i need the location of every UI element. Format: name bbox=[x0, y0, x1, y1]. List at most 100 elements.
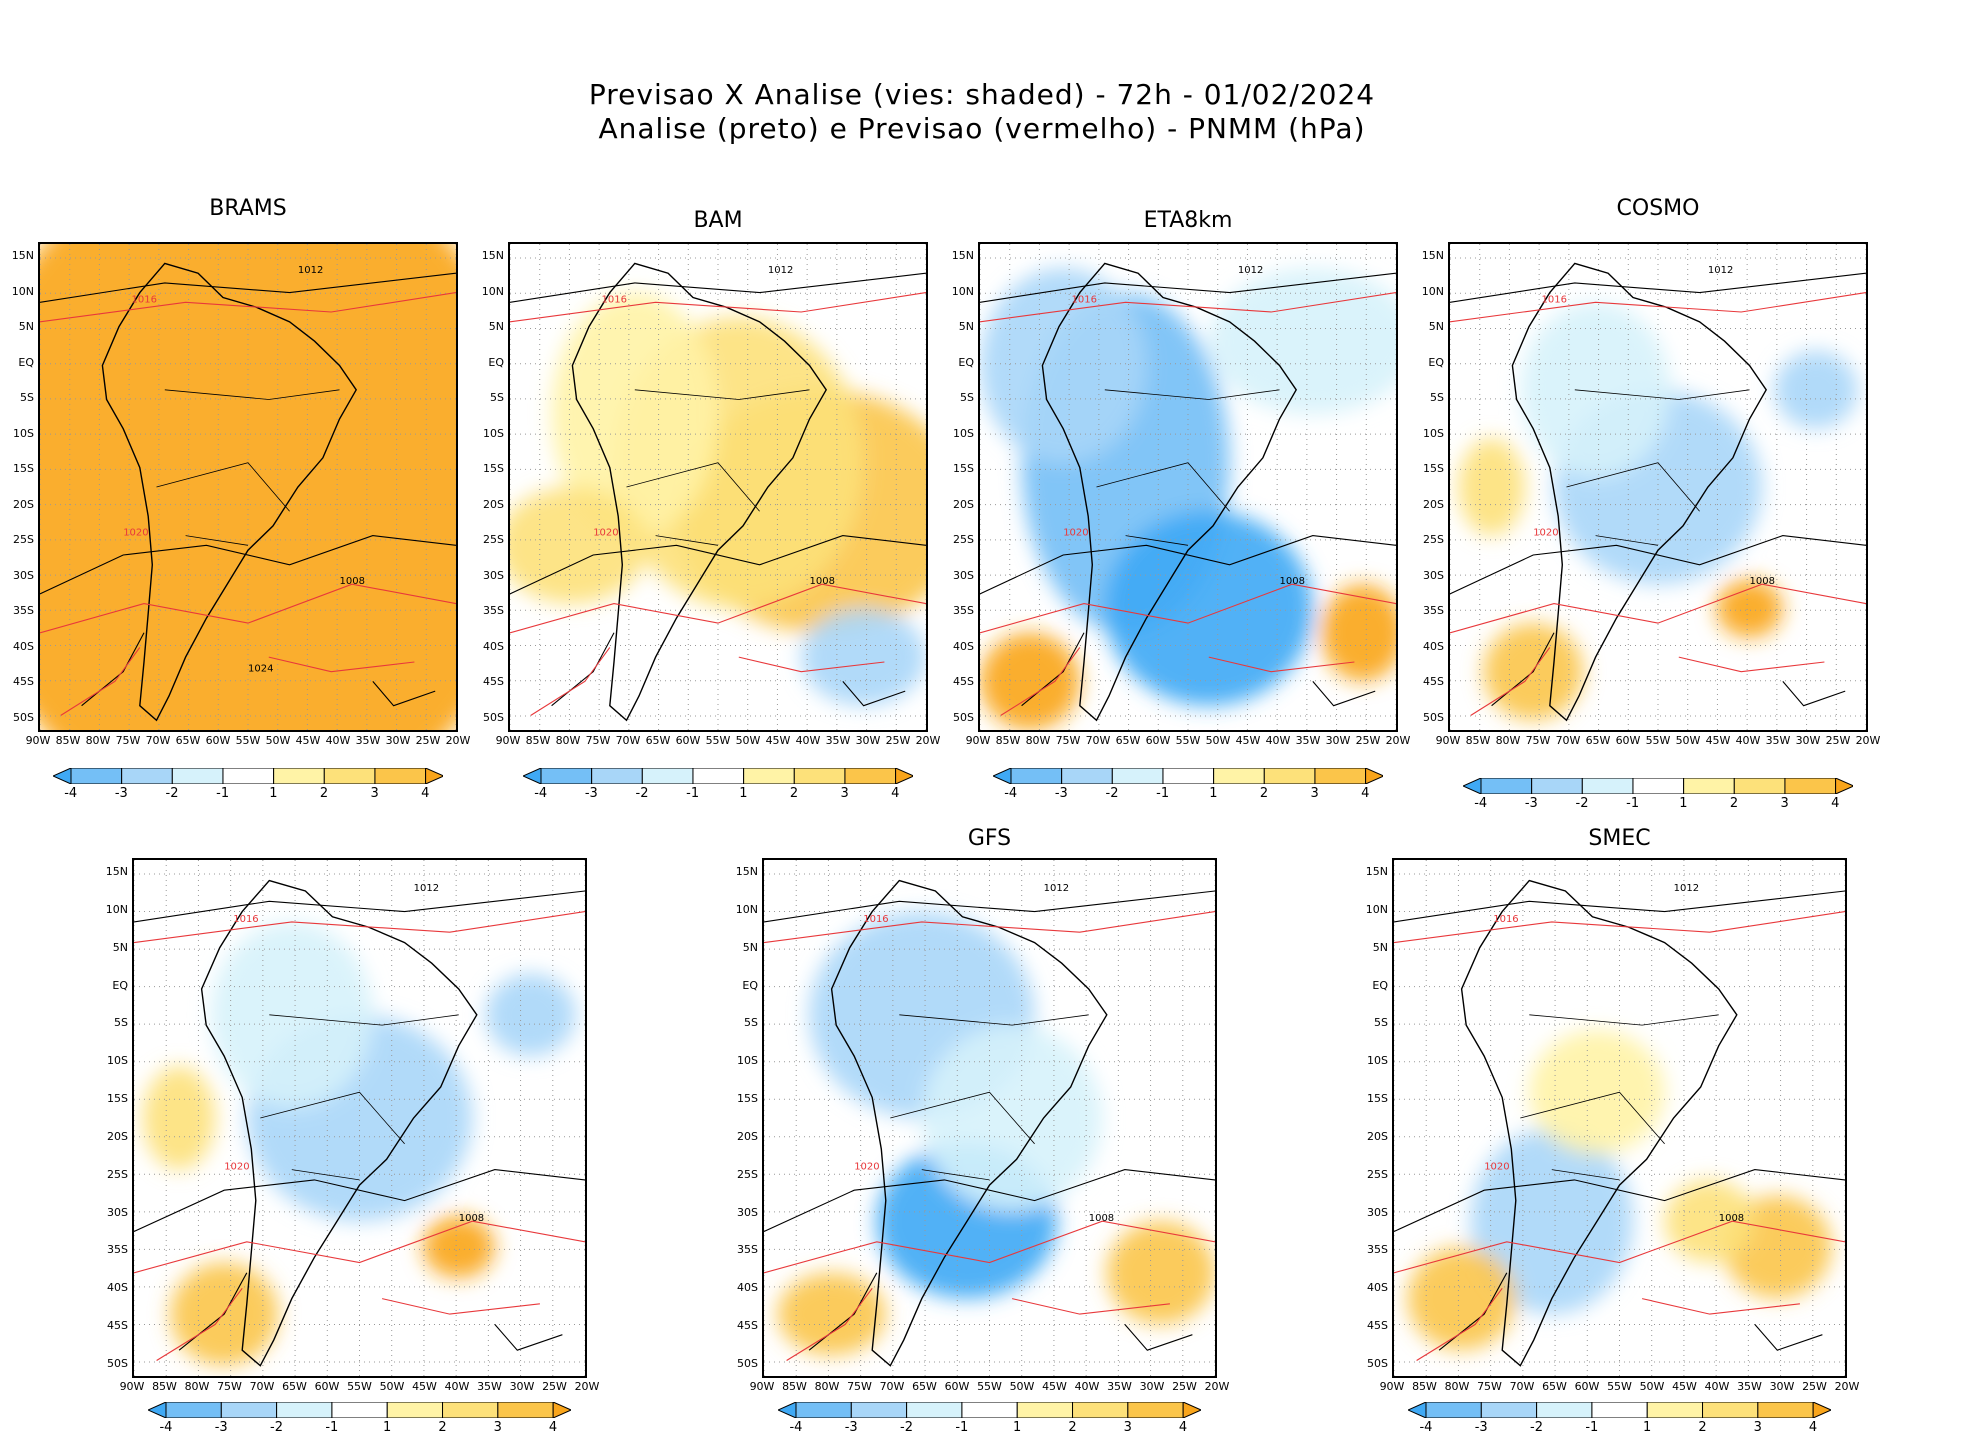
lon-tick-label: 30W bbox=[1139, 1380, 1165, 1393]
panel-title: ETA8km bbox=[1143, 208, 1233, 233]
map-plot: 1012 1016 1008 1020 bbox=[1450, 244, 1866, 730]
colorbar-label: -1 bbox=[325, 1420, 339, 1435]
lat-tick-label: 15S bbox=[13, 462, 34, 476]
lon-tick-label: 65W bbox=[1585, 734, 1611, 747]
lon-tick-label: 80W bbox=[85, 734, 111, 747]
colorbar-segment bbox=[590, 767, 643, 785]
colorbar-label: 3 bbox=[370, 786, 379, 801]
colorbar-segment bbox=[742, 767, 795, 785]
lon-tick-label: 40W bbox=[325, 734, 351, 747]
lat-tick-label: 45S bbox=[953, 675, 974, 689]
lon-tick-label: 20W bbox=[1855, 734, 1881, 747]
lat-tick-label: 40S bbox=[483, 639, 504, 653]
colorbar-label: -3 bbox=[114, 786, 128, 801]
colorbar-segment bbox=[1536, 1401, 1593, 1419]
colorbar-label: -3 bbox=[844, 1420, 858, 1435]
lon-tick-label: 70W bbox=[1085, 734, 1111, 747]
lat-tick-label: 25S bbox=[737, 1167, 758, 1181]
forecast-isobar bbox=[764, 1220, 1215, 1274]
lon-tick-label: 85W bbox=[55, 734, 81, 747]
colorbar-label: -1 bbox=[1585, 1420, 1599, 1435]
lat-tick-label: 15N bbox=[11, 249, 34, 262]
lon-tick-label: 80W bbox=[1495, 734, 1521, 747]
colorbar-segment bbox=[1162, 767, 1214, 785]
analysis-isobar bbox=[1491, 632, 1555, 707]
lat-tick-label: 25S bbox=[483, 533, 504, 547]
isobar-label: 1020 bbox=[224, 1162, 249, 1173]
lon-tick-label: 55W bbox=[705, 734, 731, 747]
analysis-isobar bbox=[81, 632, 145, 707]
colorbar-segment bbox=[165, 1401, 222, 1419]
isobar-label: 1024 bbox=[248, 664, 273, 675]
colorbar-segment bbox=[1757, 1401, 1814, 1419]
bias-area bbox=[510, 487, 648, 604]
lon-tick-label: 80W bbox=[814, 1380, 840, 1393]
map-plot: 1012 1016 1008 1020 bbox=[1394, 860, 1845, 1376]
grid-lines bbox=[40, 244, 456, 730]
colorbar-segment bbox=[1111, 767, 1164, 785]
forecast-isobar bbox=[764, 911, 1215, 944]
lat-tick-label: 5S bbox=[960, 391, 974, 405]
lat-tick-label: 30S bbox=[13, 568, 34, 582]
forecast-isobar bbox=[510, 583, 926, 634]
colorbar-segment bbox=[1480, 1401, 1538, 1419]
colorbar-label: 4 bbox=[1178, 1420, 1188, 1435]
colorbar-segment bbox=[961, 1401, 1018, 1419]
bias-shading bbox=[143, 921, 576, 1366]
lat-tick-label: EQ bbox=[958, 355, 974, 369]
colorbar bbox=[776, 1401, 1203, 1419]
lon-tick-label: 70W bbox=[615, 734, 641, 747]
colorbar-max-arrow bbox=[1182, 1401, 1203, 1419]
colorbar-label: -3 bbox=[1054, 786, 1068, 801]
lat-tick-label: 5S bbox=[20, 391, 34, 405]
colorbar-segment bbox=[1314, 767, 1366, 785]
colorbar bbox=[51, 767, 445, 785]
forecast-isobar bbox=[1641, 1298, 1800, 1315]
grid-lines bbox=[1394, 860, 1845, 1376]
lat-tick-label: 45S bbox=[737, 1319, 758, 1333]
lon-tick-label: 20W bbox=[445, 734, 471, 747]
lon-tick-label: 35W bbox=[355, 734, 381, 747]
colorbar-segment bbox=[1591, 1401, 1648, 1419]
lat-tick-label: 5N bbox=[958, 320, 974, 334]
analysis-isobar bbox=[1450, 535, 1866, 595]
lat-tick-label: 10N bbox=[11, 284, 34, 298]
analysis-isobar bbox=[980, 535, 1396, 595]
lat-tick-label: 35S bbox=[107, 1243, 128, 1257]
isobar-label: 1016 bbox=[233, 914, 258, 925]
colorbar-label: 1 bbox=[383, 1420, 392, 1435]
colorbar-segment bbox=[222, 767, 274, 785]
colorbar-segment bbox=[1701, 1401, 1759, 1419]
lon-tick-label: 40W bbox=[1265, 734, 1291, 747]
colorbar-label: 2 bbox=[438, 1420, 447, 1435]
lon-tick-label: 50W bbox=[379, 1380, 405, 1393]
forecast-isobar bbox=[60, 647, 141, 716]
country-border bbox=[260, 1091, 405, 1145]
colorbar-segment bbox=[276, 1401, 333, 1419]
isobar-label: 1016 bbox=[132, 294, 157, 305]
forecast-isobar bbox=[1470, 647, 1551, 716]
colorbar-label: -4 bbox=[1004, 786, 1018, 801]
country-border bbox=[156, 462, 290, 512]
colorbar-label: 2 bbox=[1729, 796, 1739, 811]
panel-title: GFS bbox=[967, 826, 1012, 851]
analysis-isobar bbox=[372, 681, 436, 707]
colorbar-segment bbox=[70, 767, 122, 785]
analysis-isobar bbox=[551, 632, 615, 707]
colorbar-min-arrow bbox=[776, 1401, 797, 1419]
analysis-isobar bbox=[40, 535, 456, 595]
country-border bbox=[1125, 535, 1189, 546]
analysis-isobar bbox=[510, 535, 926, 595]
lon-tick-label: 55W bbox=[1175, 734, 1201, 747]
lon-tick-label: 65W bbox=[912, 1380, 937, 1393]
lat-tick-label: 15N bbox=[735, 865, 758, 878]
analysis-isobar bbox=[1394, 890, 1845, 923]
panel-title: SMEC bbox=[1588, 826, 1651, 851]
forecast-isobar bbox=[134, 1220, 585, 1274]
lon-tick-label: 20W bbox=[1204, 1380, 1230, 1393]
colorbar-segment bbox=[1071, 1401, 1129, 1419]
lon-tick-label: 65W bbox=[645, 734, 671, 747]
colorbar-segment bbox=[1010, 767, 1062, 785]
lon-tick-label: 80W bbox=[184, 1380, 210, 1393]
country-border bbox=[1529, 1014, 1719, 1026]
